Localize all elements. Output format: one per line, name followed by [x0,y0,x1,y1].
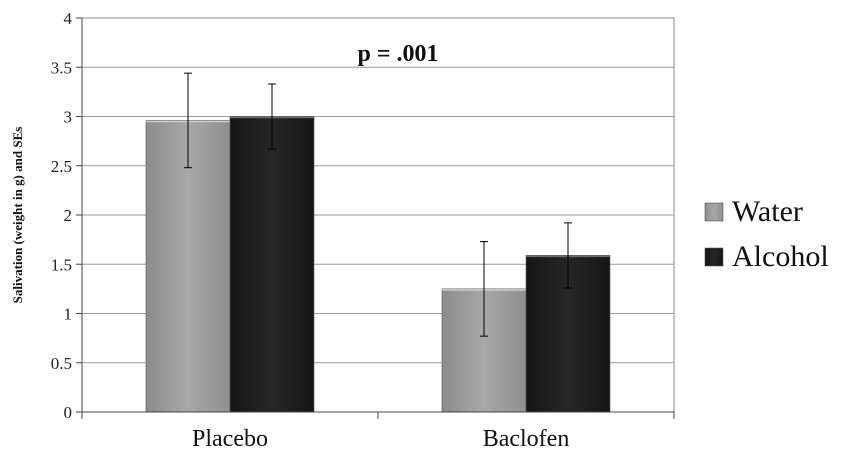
y-axis-ticks: 0 0.5 1 1.5 2 2.5 3 3.5 4 [51,9,82,422]
legend: Water Alcohol [704,195,829,273]
x-axis-categories: Placebo Baclofen [81,412,675,452]
y-axis-label: Salivation (weight in g) and SEs [10,127,25,304]
legend-label-alcohol: Alcohol [732,240,829,273]
legend-swatch-water [704,202,724,222]
y-tick-label: 1.5 [51,255,72,274]
y-tick-label: 2 [64,206,73,225]
legend-label-water: Water [732,195,803,228]
legend-swatch-alcohol [704,247,724,267]
x-category-label: Placebo [192,426,268,452]
y-tick-label: 0.5 [51,354,72,373]
bars [145,116,611,413]
y-tick-label: 0 [64,403,73,422]
bar-water [145,120,231,413]
y-tick-label: 4 [64,9,73,28]
bar-alcohol [229,116,315,413]
error-bars [184,72,572,337]
y-tick-label: 3.5 [51,58,72,77]
y-tick-label: 3 [64,108,73,127]
x-category-label: Baclofen [483,426,570,452]
p-value-annotation: p = .001 [357,41,438,67]
y-tick-label: 2.5 [51,157,72,176]
y-tick-label: 1 [64,305,73,324]
